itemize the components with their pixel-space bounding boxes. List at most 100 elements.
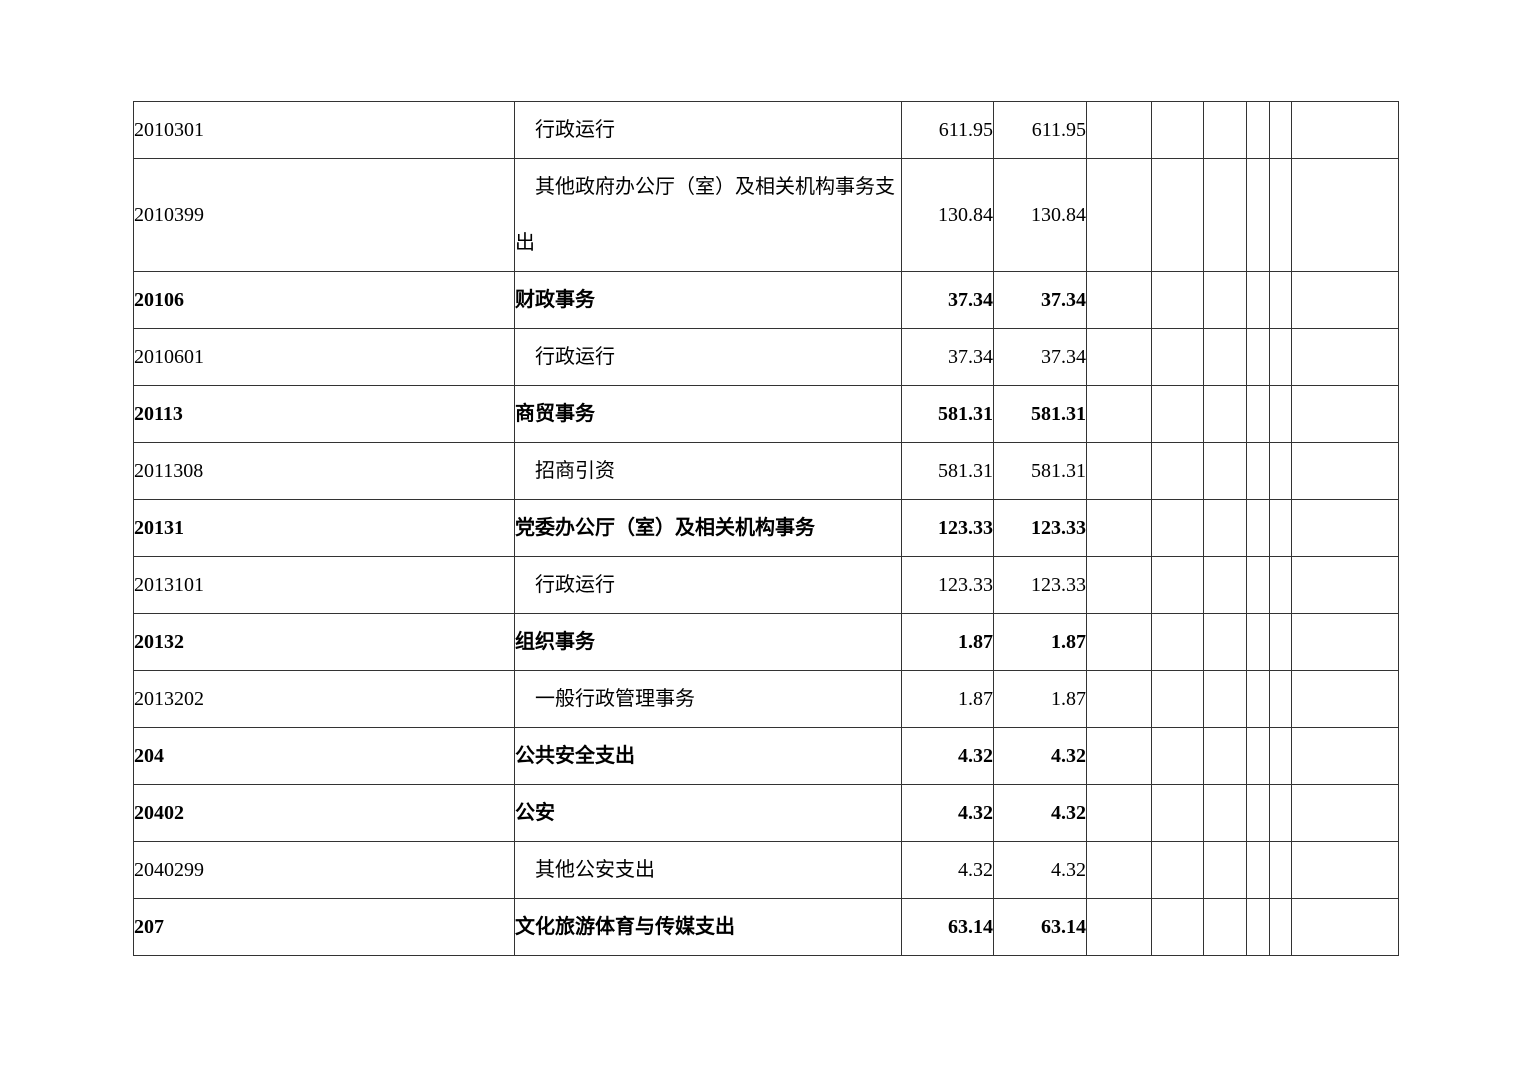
empty-cell (1269, 271, 1292, 329)
name-cell: 行政运行 (514, 101, 902, 159)
empty-cell (1151, 613, 1204, 671)
empty-cell (1151, 101, 1204, 159)
table-row: 20106 财政事务 37.34 37.34 (133, 271, 1399, 329)
table-row: 2010301 行政运行 611.95 611.95 (133, 101, 1399, 159)
empty-cell (1291, 158, 1399, 272)
empty-cell (1291, 442, 1399, 500)
code-cell: 2013101 (133, 556, 515, 614)
code-cell: 2013202 (133, 670, 515, 728)
table-row: 20113 商贸事务 581.31 581.31 (133, 385, 1399, 443)
amount-cell: 4.32 (901, 784, 994, 842)
amount-cell: 1.87 (901, 613, 994, 671)
empty-cell (1246, 442, 1270, 500)
table-row: 207 文化旅游体育与传媒支出 63.14 63.14 (133, 898, 1399, 956)
empty-cell (1203, 101, 1247, 159)
code-cell: 204 (133, 727, 515, 785)
amount-cell: 123.33 (901, 499, 994, 557)
empty-cell (1203, 784, 1247, 842)
empty-cell (1269, 556, 1292, 614)
amount-cell: 37.34 (993, 328, 1087, 386)
name-cell: 其他公安支出 (514, 841, 902, 899)
empty-cell (1291, 841, 1399, 899)
amount-cell: 611.95 (901, 101, 994, 159)
budget-table-body: 2010301 行政运行 611.95 611.95 2010399 其他政府办公厅（室）… (133, 101, 1399, 956)
empty-cell (1203, 385, 1247, 443)
empty-cell (1086, 784, 1152, 842)
empty-cell (1086, 556, 1152, 614)
amount-cell: 581.31 (901, 442, 994, 500)
empty-cell (1151, 385, 1204, 443)
empty-cell (1246, 101, 1270, 159)
empty-cell (1269, 385, 1292, 443)
empty-cell (1269, 841, 1292, 899)
amount-cell: 37.34 (901, 328, 994, 386)
empty-cell (1086, 271, 1152, 329)
amount-cell: 611.95 (993, 101, 1087, 159)
empty-cell (1246, 670, 1270, 728)
table-row: 20402 公安 4.32 4.32 (133, 784, 1399, 842)
code-cell: 20113 (133, 385, 515, 443)
table-row: 2013101 行政运行 123.33 123.33 (133, 556, 1399, 614)
empty-cell (1151, 328, 1204, 386)
empty-cell (1291, 784, 1399, 842)
table-row: 2013202 一般行政管理事务 1.87 1.87 (133, 670, 1399, 728)
empty-cell (1246, 898, 1270, 956)
table-row: 2011308 招商引资 581.31 581.31 (133, 442, 1399, 500)
empty-cell (1086, 670, 1152, 728)
code-cell: 2010601 (133, 328, 515, 386)
empty-cell (1203, 841, 1247, 899)
amount-cell: 130.84 (993, 158, 1087, 272)
name-cell: 招商引资 (514, 442, 902, 500)
empty-cell (1203, 158, 1247, 272)
table-row: 20131 党委办公厅（室）及相关机构事务 123.33 123.33 (133, 499, 1399, 557)
table-row: 2010399 其他政府办公厅（室）及相关机构事务支出 130.84 130.84 (133, 158, 1399, 272)
empty-cell (1086, 328, 1152, 386)
empty-cell (1291, 101, 1399, 159)
empty-cell (1086, 385, 1152, 443)
name-cell: 公安 (514, 784, 902, 842)
empty-cell (1203, 670, 1247, 728)
amount-cell: 581.31 (993, 442, 1087, 500)
empty-cell (1291, 271, 1399, 329)
empty-cell (1291, 499, 1399, 557)
empty-cell (1246, 841, 1270, 899)
empty-cell (1246, 613, 1270, 671)
empty-cell (1203, 556, 1247, 614)
amount-cell: 4.32 (993, 727, 1087, 785)
empty-cell (1291, 556, 1399, 614)
empty-cell (1151, 499, 1204, 557)
empty-cell (1203, 898, 1247, 956)
empty-cell (1246, 727, 1270, 785)
empty-cell (1291, 670, 1399, 728)
table-row: 2010601 行政运行 37.34 37.34 (133, 328, 1399, 386)
amount-cell: 581.31 (993, 385, 1087, 443)
table-row: 204 公共安全支出 4.32 4.32 (133, 727, 1399, 785)
empty-cell (1086, 727, 1152, 785)
empty-cell (1086, 499, 1152, 557)
empty-cell (1291, 898, 1399, 956)
amount-cell: 37.34 (993, 271, 1087, 329)
empty-cell (1151, 727, 1204, 785)
name-cell: 行政运行 (514, 556, 902, 614)
empty-cell (1291, 727, 1399, 785)
name-cell: 一般行政管理事务 (514, 670, 902, 728)
name-cell: 其他政府办公厅（室）及相关机构事务支出 (514, 158, 902, 272)
empty-cell (1086, 898, 1152, 956)
empty-cell (1246, 271, 1270, 329)
empty-cell (1269, 442, 1292, 500)
amount-cell: 130.84 (901, 158, 994, 272)
name-cell: 组织事务 (514, 613, 902, 671)
empty-cell (1246, 158, 1270, 272)
empty-cell (1291, 613, 1399, 671)
empty-cell (1269, 101, 1292, 159)
empty-cell (1151, 898, 1204, 956)
code-cell: 20131 (133, 499, 515, 557)
empty-cell (1246, 385, 1270, 443)
code-cell: 2011308 (133, 442, 515, 500)
empty-cell (1086, 841, 1152, 899)
empty-cell (1151, 442, 1204, 500)
code-cell: 207 (133, 898, 515, 956)
empty-cell (1246, 499, 1270, 557)
empty-cell (1203, 499, 1247, 557)
name-cell: 行政运行 (514, 328, 902, 386)
